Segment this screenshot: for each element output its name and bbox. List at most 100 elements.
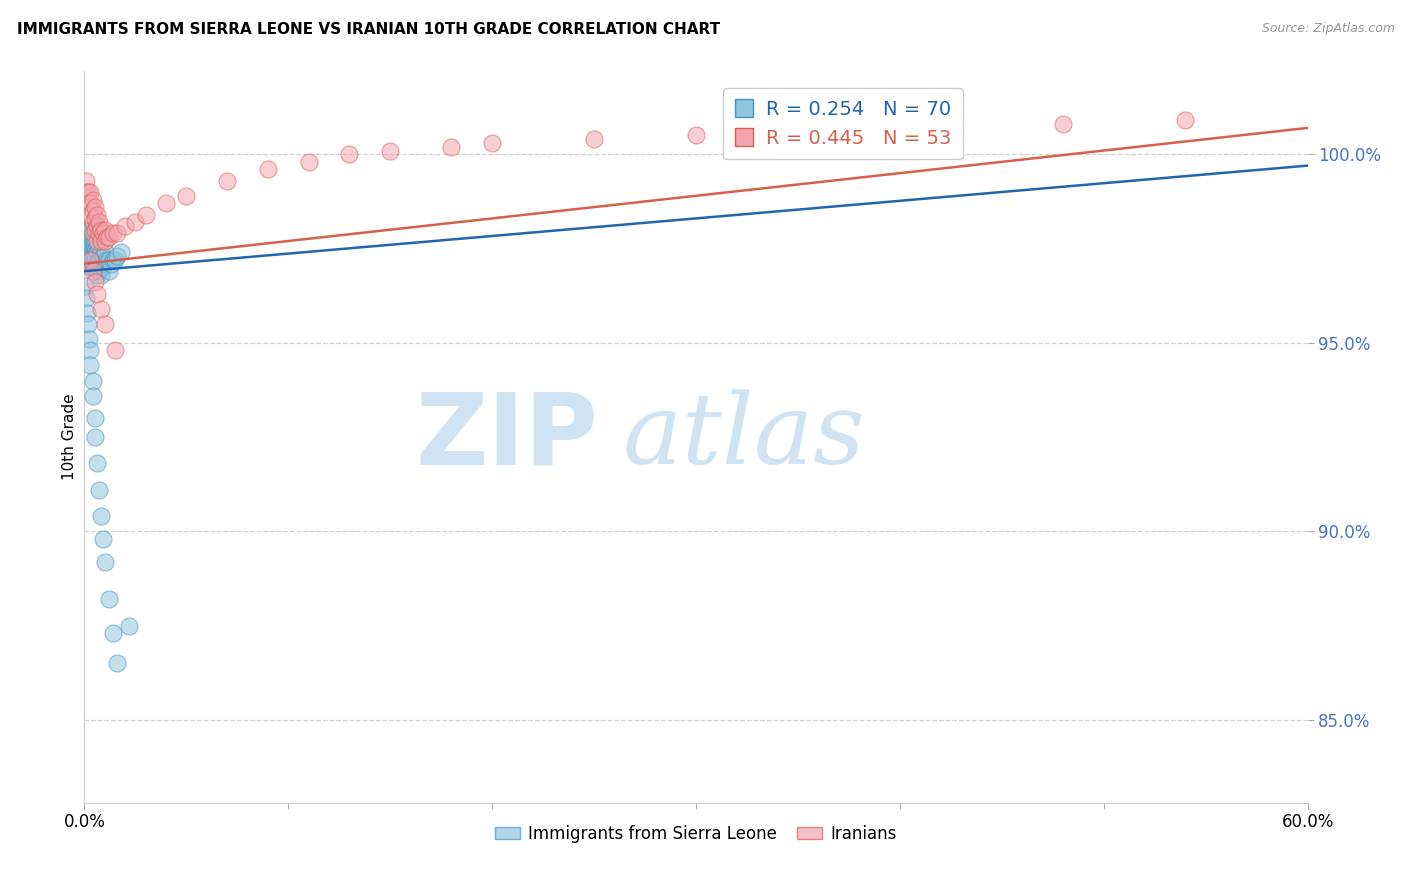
Point (82, 249, 104, 263)
Point (79, 260, 101, 275)
Point (83, 411, 105, 425)
Point (90, 257, 112, 271)
Point (86, 457, 108, 471)
Point (90, 223, 112, 237)
Point (75, 291, 97, 305)
Point (105, 657, 128, 671)
Point (101, 252, 124, 267)
Point (83, 430, 105, 444)
Point (257, 162, 280, 177)
Legend: Immigrants from Sierra Leone, Iranians: Immigrants from Sierra Leone, Iranians (488, 818, 904, 849)
Point (97, 264, 120, 278)
Point (90, 301, 112, 316)
Point (82, 203, 104, 218)
Point (82, 374, 104, 388)
Y-axis label: 10th Grade: 10th Grade (62, 393, 77, 481)
Point (380, 144, 402, 158)
Point (83, 249, 105, 263)
Point (79, 234, 101, 248)
Point (87, 264, 110, 278)
Point (86, 268, 108, 282)
Point (97, 592, 120, 607)
Point (75, 279, 97, 293)
Point (76, 223, 98, 237)
Point (91, 227, 114, 241)
Point (217, 174, 239, 188)
Point (104, 343, 127, 358)
Point (583, 132, 606, 146)
Point (76, 306, 98, 320)
Point (155, 196, 177, 211)
Point (96, 252, 118, 267)
Point (79, 208, 101, 222)
Point (685, 128, 707, 143)
Point (83, 234, 105, 248)
Point (91, 260, 114, 275)
Point (83, 242, 105, 256)
Point (82, 227, 104, 241)
Point (97, 230, 120, 244)
Point (79, 230, 101, 244)
Point (77, 242, 100, 256)
Point (86, 286, 108, 301)
Point (83, 260, 105, 275)
Point (96, 230, 118, 244)
Point (101, 626, 124, 640)
Point (440, 140, 463, 154)
Point (79, 252, 101, 267)
Point (105, 249, 128, 263)
Point (174, 188, 197, 202)
Point (82, 264, 104, 278)
Point (87, 227, 110, 241)
Point (93, 317, 115, 331)
Point (83, 237, 105, 252)
Point (91, 532, 114, 546)
Point (298, 154, 321, 169)
Point (82, 242, 104, 256)
Point (1052, 117, 1074, 131)
Point (79, 359, 101, 373)
Point (79, 242, 101, 256)
Point (93, 554, 115, 568)
Point (90, 268, 112, 282)
Point (93, 234, 115, 248)
Point (91, 249, 114, 263)
Point (77, 196, 100, 211)
Point (77, 317, 100, 331)
Point (93, 245, 115, 260)
Point (787, 125, 810, 139)
Point (90, 509, 112, 524)
Point (79, 196, 101, 211)
Point (90, 245, 112, 260)
Point (82, 215, 104, 229)
Point (75, 234, 97, 248)
Point (83, 276, 105, 290)
Point (90, 234, 112, 248)
Point (124, 215, 146, 229)
Point (93, 257, 115, 271)
Point (77, 234, 100, 248)
Point (87, 242, 110, 256)
Point (93, 223, 115, 237)
Text: ZIP: ZIP (415, 389, 598, 485)
Text: IMMIGRANTS FROM SIERRA LEONE VS IRANIAN 10TH GRADE CORRELATION CHART: IMMIGRANTS FROM SIERRA LEONE VS IRANIAN … (17, 22, 720, 37)
Point (75, 230, 97, 244)
Point (114, 219, 136, 233)
Point (929, 120, 952, 135)
Point (77, 185, 100, 199)
Point (481, 136, 503, 150)
Point (83, 211, 105, 226)
Point (80, 249, 103, 263)
Point (87, 215, 110, 229)
Point (79, 245, 101, 260)
Point (75, 185, 97, 199)
Point (82, 193, 104, 207)
Point (75, 174, 97, 188)
Point (83, 223, 105, 237)
Point (76, 242, 98, 256)
Point (79, 252, 101, 267)
Point (97, 252, 120, 267)
Point (83, 200, 105, 214)
Point (110, 245, 132, 260)
Point (86, 257, 108, 271)
